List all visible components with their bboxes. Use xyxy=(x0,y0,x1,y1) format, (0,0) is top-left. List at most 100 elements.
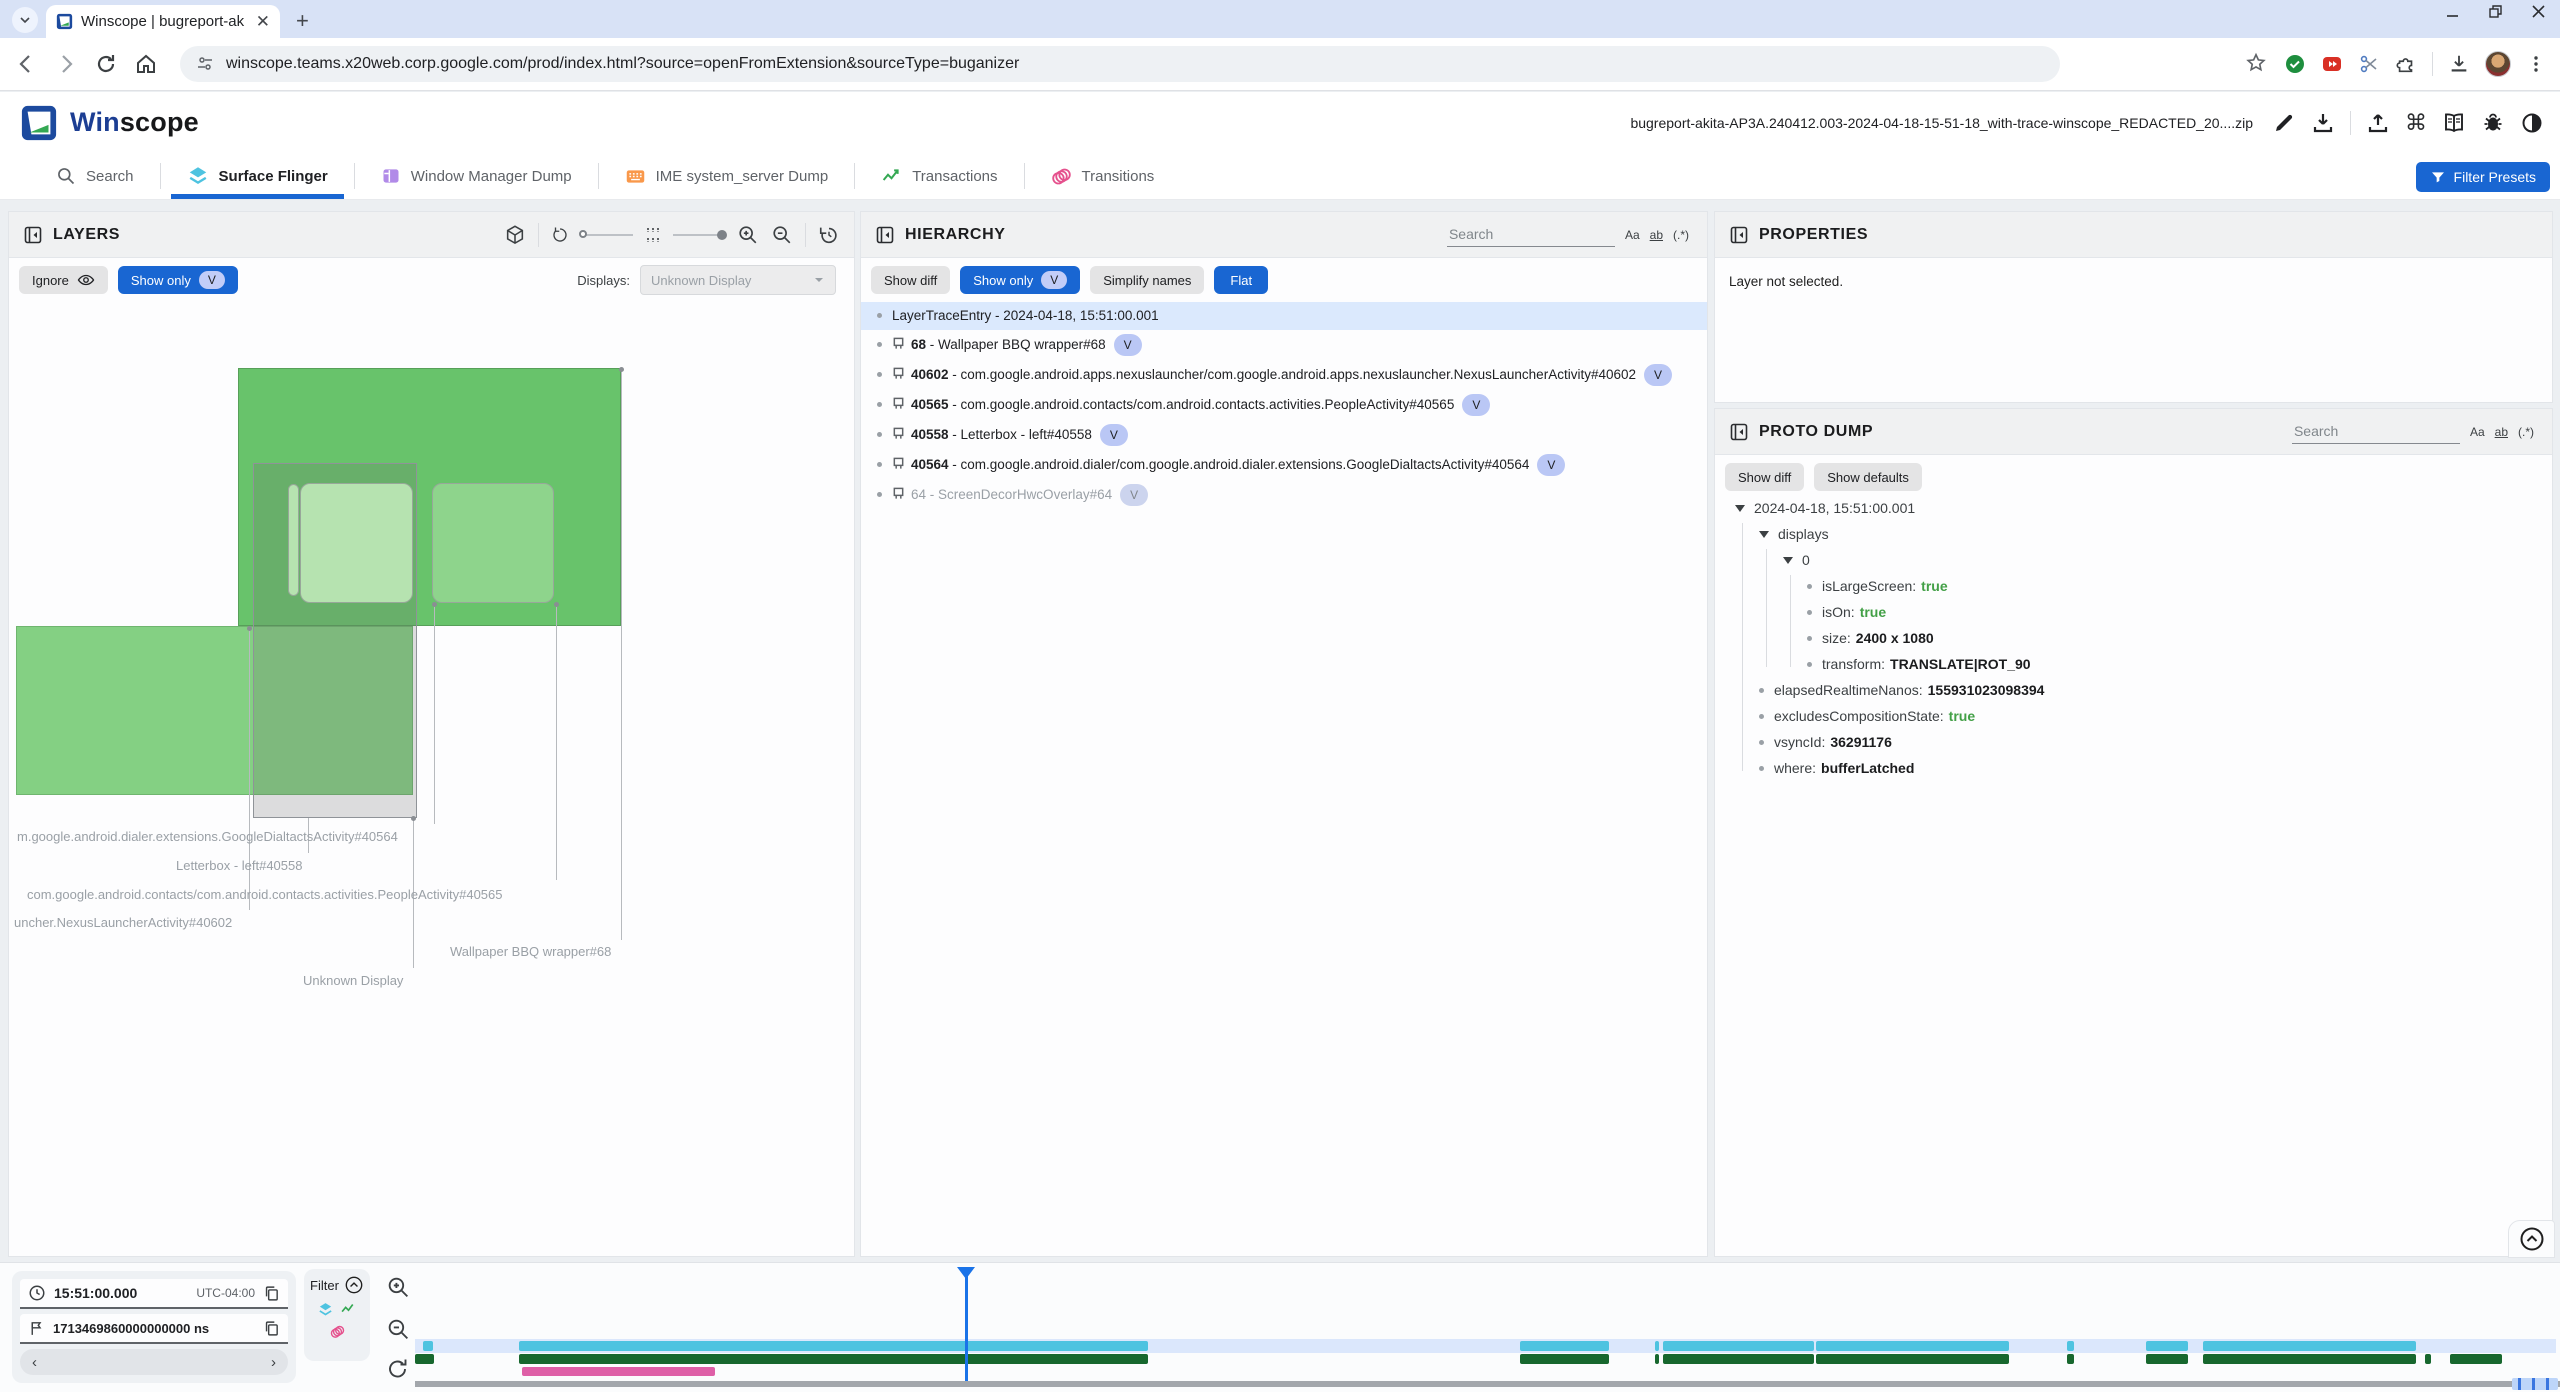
minimize-icon[interactable] xyxy=(2445,4,2460,19)
hierarchy-search-input[interactable] xyxy=(1446,222,1615,247)
extension-video-icon[interactable] xyxy=(2321,53,2343,75)
downloads-icon[interactable] xyxy=(2448,53,2470,75)
shortcuts-icon[interactable]: ⌘ xyxy=(2405,109,2427,135)
layer-rect-launcher[interactable] xyxy=(16,626,413,795)
match-case-toggle[interactable]: Aa xyxy=(1624,228,1640,242)
proto-tree-row[interactable]: vsyncId: 36291176 xyxy=(1715,729,2552,755)
layer-rect-contacts[interactable] xyxy=(300,483,413,603)
transactions-trace-bar[interactable] xyxy=(2146,1354,2188,1364)
transactions-trace-bar[interactable] xyxy=(2203,1354,2416,1364)
hierarchy-row[interactable]: 40564 - com.google.android.dialer/com.go… xyxy=(861,450,1707,480)
browser-tab[interactable]: Winscope | bugreport-ak ✕ xyxy=(46,5,280,38)
tab-transactions[interactable]: Transactions xyxy=(855,153,1023,199)
copy-icon[interactable] xyxy=(263,1285,280,1302)
flat-chip[interactable]: Flat xyxy=(1214,266,1269,294)
zoom-out-icon[interactable] xyxy=(771,224,793,246)
surface-flinger-trace-bar[interactable] xyxy=(423,1341,433,1351)
edit-pencil-icon[interactable] xyxy=(2272,111,2296,135)
upload-trace-icon[interactable] xyxy=(2366,111,2390,135)
home-icon[interactable] xyxy=(134,52,158,76)
collapse-arrow-icon[interactable] xyxy=(1735,504,1745,512)
surface-flinger-trace-bar[interactable] xyxy=(1663,1341,1814,1351)
regex-toggle[interactable]: (.*) xyxy=(2518,425,2534,439)
browser-menu-icon[interactable] xyxy=(2526,54,2546,74)
transitions-filter-icon[interactable] xyxy=(329,1324,346,1341)
hierarchy-row[interactable]: 40558 - Letterbox - left#40558 V xyxy=(861,420,1707,450)
prev-entry-button[interactable]: ‹ xyxy=(32,1353,37,1371)
show-diff-chip[interactable]: Show diff xyxy=(1725,463,1805,491)
show-only-chip[interactable]: Show only V xyxy=(960,266,1081,294)
show-defaults-chip[interactable]: Show defaults xyxy=(1814,463,1922,491)
panel-collapse-icon[interactable] xyxy=(1729,225,1749,245)
match-word-toggle[interactable]: ab xyxy=(2494,425,2508,439)
timeline-cursor[interactable] xyxy=(965,1270,968,1381)
proto-tree-row[interactable]: displays xyxy=(1715,521,2552,547)
new-tab-button[interactable]: + xyxy=(296,8,309,33)
proto-tree-row[interactable]: 0 xyxy=(1715,547,2552,573)
show-only-chip[interactable]: Show only V xyxy=(117,266,238,294)
layer-rect-pill[interactable] xyxy=(288,484,299,596)
close-icon[interactable] xyxy=(2531,4,2546,19)
collapse-timeline-button[interactable] xyxy=(2508,1220,2555,1258)
proto-tree-row[interactable]: transform: TRANSLATE|ROT_90 xyxy=(1715,651,2552,677)
next-entry-button[interactable]: › xyxy=(271,1353,276,1371)
transactions-trace-bar[interactable] xyxy=(2067,1354,2074,1364)
transactions-trace-bar[interactable] xyxy=(2425,1354,2431,1364)
tab-close-icon[interactable]: ✕ xyxy=(255,12,270,31)
transactions-trace-bar[interactable] xyxy=(1655,1354,1659,1364)
proto-tree-row[interactable]: where: bufferLatched xyxy=(1715,755,2552,781)
displays-select[interactable]: Unknown Display xyxy=(640,265,836,295)
report-bug-icon[interactable] xyxy=(2481,111,2505,135)
transactions-trace-bar[interactable] xyxy=(1520,1354,1609,1364)
surface-flinger-trace-bar[interactable] xyxy=(1816,1341,2009,1351)
back-icon[interactable] xyxy=(14,52,38,76)
human-time-field[interactable]: 15:51:00.000 UTC-04:00 xyxy=(20,1279,288,1309)
collapse-arrow-icon[interactable] xyxy=(1783,556,1793,564)
timeline-scrollbar[interactable] xyxy=(415,1378,2560,1390)
reset-view-icon[interactable] xyxy=(818,224,840,246)
transactions-trace-bar[interactable] xyxy=(1663,1354,1814,1364)
timeline-zoom-out-icon[interactable] xyxy=(386,1317,411,1342)
surface-flinger-trace-bar[interactable] xyxy=(1655,1341,1659,1351)
ns-time-field[interactable]: 1713469860000000000 ns xyxy=(20,1314,288,1344)
extension-scissors-icon[interactable] xyxy=(2358,53,2380,75)
panel-collapse-icon[interactable] xyxy=(875,225,895,245)
surface-flinger-trace-bar[interactable] xyxy=(1520,1341,1609,1351)
transactions-trace-bar[interactable] xyxy=(415,1354,434,1364)
layer-rect-dialer[interactable] xyxy=(432,483,554,603)
collapse-arrow-icon[interactable] xyxy=(1759,530,1769,538)
dark-mode-icon[interactable] xyxy=(2520,111,2544,135)
hierarchy-row[interactable]: 40565 - com.google.android.contacts/com.… xyxy=(861,390,1707,420)
surface-flinger-trace-bar[interactable] xyxy=(519,1341,1148,1351)
proto-tree-row[interactable]: 2024-04-18, 15:51:00.001 xyxy=(1715,495,2552,521)
forward-icon[interactable] xyxy=(54,52,78,76)
copy-icon[interactable] xyxy=(263,1320,280,1337)
simplify-names-chip[interactable]: Simplify names xyxy=(1090,266,1205,294)
filter-presets-button[interactable]: Filter Presets xyxy=(2415,162,2550,192)
surface-flinger-filter-icon[interactable] xyxy=(317,1301,334,1318)
restore-icon[interactable] xyxy=(2488,4,2503,19)
proto-tree-row[interactable]: elapsedRealtimeNanos: 155931023098394 xyxy=(1715,677,2552,703)
bookmark-star-icon[interactable] xyxy=(2245,52,2269,76)
timeline-zoom-in-icon[interactable] xyxy=(386,1275,411,1300)
surface-flinger-trace-bar[interactable] xyxy=(2146,1341,2188,1351)
ignore-chip[interactable]: Ignore xyxy=(19,266,108,294)
proto-dump-search-input[interactable] xyxy=(2291,419,2460,444)
tab-search[interactable]: Search xyxy=(30,153,160,199)
transactions-trace-bar[interactable] xyxy=(1816,1354,2009,1364)
surface-flinger-trace-bar[interactable] xyxy=(2203,1341,2416,1351)
regex-toggle[interactable]: (.*) xyxy=(1673,228,1689,242)
transactions-trace-bar[interactable] xyxy=(2450,1354,2502,1364)
profile-avatar[interactable] xyxy=(2485,51,2511,77)
rotation-slider[interactable] xyxy=(579,229,633,238)
hierarchy-row[interactable]: 40602 - com.google.android.apps.nexuslau… xyxy=(861,360,1707,390)
download-trace-icon[interactable] xyxy=(2311,111,2335,135)
documentation-book-icon[interactable] xyxy=(2442,111,2466,135)
tab-transitions[interactable]: Transitions xyxy=(1025,153,1181,199)
transactions-trace-bar[interactable] xyxy=(519,1354,1148,1364)
proto-tree-row[interactable]: isOn: true xyxy=(1715,599,2552,625)
collapse-filter-icon[interactable] xyxy=(344,1275,364,1295)
timeline-scroll-handle[interactable] xyxy=(2512,1378,2558,1390)
tab-window-manager-dump[interactable]: Window Manager Dump xyxy=(355,153,598,199)
match-word-toggle[interactable]: ab xyxy=(1649,228,1663,242)
